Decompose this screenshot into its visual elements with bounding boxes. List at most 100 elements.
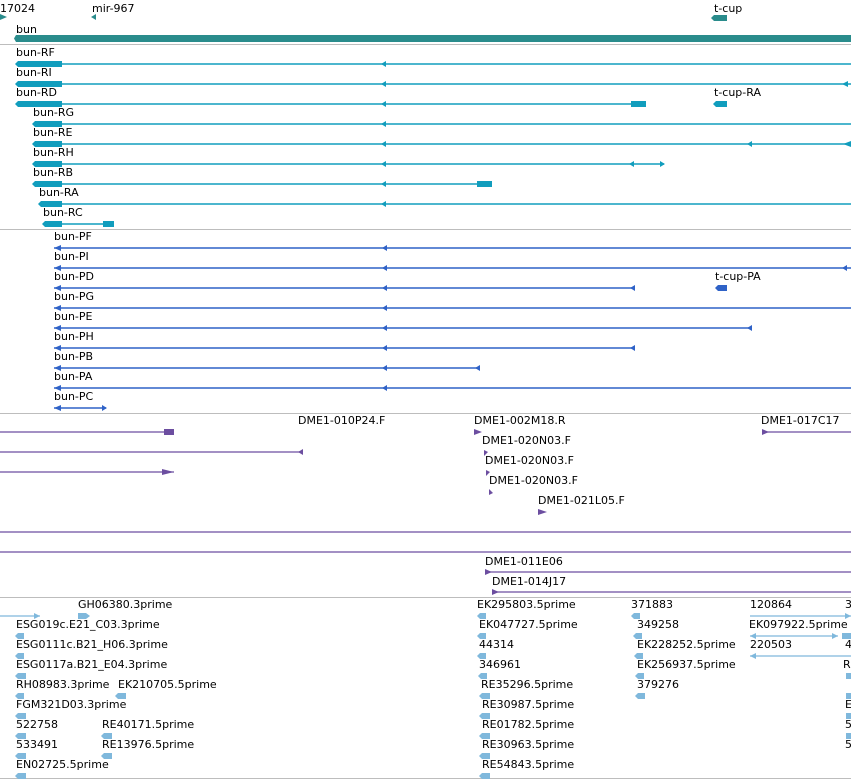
transcript-bun-RG[interactable]	[32, 121, 851, 127]
est-label-533491[interactable]: 533491	[16, 738, 58, 751]
est-label-220503[interactable]: 220503	[750, 638, 792, 651]
est-row-5[interactable]	[15, 693, 851, 699]
clone-label-DME1-010P24.F[interactable]: DME1-010P24.F	[298, 414, 386, 427]
est-label-ESG019c[interactable]: ESG019c.E21_C03.3prime	[16, 618, 160, 631]
est-label-edge-4[interactable]: 4	[845, 638, 851, 651]
protein-bun-PC[interactable]	[54, 405, 107, 411]
est-row-7[interactable]	[15, 733, 851, 739]
est-row-1[interactable]	[0, 613, 851, 619]
protein-bun-PB[interactable]	[54, 365, 480, 371]
est-label-RH08983.3prime[interactable]: RH08983.3prime	[16, 678, 110, 691]
est-label-RE54843.5prime[interactable]: RE54843.5prime	[482, 758, 575, 771]
clone-DME1-017C17-glyph[interactable]	[762, 429, 851, 435]
est-label-FGM321D03.3prime[interactable]: FGM321D03.3prime	[16, 698, 127, 711]
transcript-label-bun-RA[interactable]: bun-RA	[39, 186, 79, 199]
est-row-9[interactable]	[15, 773, 490, 779]
transcript-label-t-cup-RA[interactable]: t-cup-RA	[714, 86, 761, 99]
protein-label-bun-PH[interactable]: bun-PH	[54, 330, 94, 343]
clone-label-DME1-020N03.F[interactable]: DME1-020N03.F	[485, 454, 574, 467]
transcript-t-cup-RA[interactable]	[713, 101, 727, 107]
protein-bun-PI[interactable]	[54, 265, 851, 271]
transcript-bun-RF[interactable]	[15, 61, 851, 67]
est-label-RE30987.5prime[interactable]: RE30987.5prime	[482, 698, 575, 711]
gene-label-mir-967[interactable]: mir-967	[92, 2, 135, 15]
protein-label-bun-PI[interactable]: bun-PI	[54, 250, 89, 263]
est-label-349258[interactable]: 349258	[637, 618, 679, 631]
protein-label-bun-PE[interactable]: bun-PE	[54, 310, 93, 323]
clone-DME1-014J17-glyph[interactable]	[492, 589, 851, 595]
transcript-bun-RE[interactable]	[32, 141, 851, 147]
clone-left-b[interactable]	[0, 449, 303, 455]
protein-label-bun-PC[interactable]: bun-PC	[54, 390, 94, 403]
transcript-label-bun-RG[interactable]: bun-RG	[33, 106, 75, 119]
clone-left-a[interactable]	[0, 429, 174, 435]
protein-bun-PE[interactable]	[54, 325, 752, 331]
transcript-bun-RB[interactable]	[32, 181, 492, 187]
est-label-EK097922.5prime[interactable]: EK097922.5prime	[749, 618, 848, 631]
est-label-GH06380.3prime[interactable]: GH06380.3prime	[78, 598, 173, 611]
protein-label-bun-PA[interactable]: bun-PA	[54, 370, 93, 383]
est-label-EK047727.5prime[interactable]: EK047727.5prime	[479, 618, 578, 631]
protein-label-bun-PB[interactable]: bun-PB	[54, 350, 94, 363]
est-label-EK210705.5prime[interactable]: EK210705.5prime	[118, 678, 217, 691]
est-label-RE30963.5prime[interactable]: RE30963.5prime	[482, 738, 575, 751]
est-label-346961[interactable]: 346961	[479, 658, 521, 671]
est-label-edge-5a[interactable]: 5	[845, 718, 851, 731]
est-label-120864[interactable]: 120864	[750, 598, 792, 611]
transcript-label-bun-RI[interactable]: bun-RI	[16, 66, 52, 79]
clone-DME1-020N03-glyph-c[interactable]	[489, 489, 493, 495]
protein-t-cup-PA[interactable]	[715, 285, 727, 291]
protein-bun-PG[interactable]	[54, 305, 851, 311]
clone-DME1-002M18.R-glyph[interactable]	[474, 429, 482, 435]
est-label-44314[interactable]: 44314	[479, 638, 514, 651]
est-label-RE35296.5prime[interactable]: RE35296.5prime	[481, 678, 574, 691]
protein-label-t-cup-PA[interactable]: t-cup-PA	[715, 270, 761, 283]
protein-label-bun-PD[interactable]: bun-PD	[54, 270, 94, 283]
est-label-edge-5b[interactable]: 5	[845, 738, 851, 751]
gene-t-cup-glyph[interactable]	[711, 15, 727, 21]
gene-mir-967-glyph[interactable]	[91, 14, 96, 20]
est-row-8[interactable]	[15, 753, 490, 759]
protein-bun-PD[interactable]	[54, 285, 635, 291]
gene-label-bun[interactable]: bun	[16, 23, 37, 36]
clone-label-DME1-020N03.F[interactable]: DME1-020N03.F	[489, 474, 578, 487]
est-row-4[interactable]	[15, 673, 851, 679]
clone-DME1-020N03-glyph-b[interactable]	[486, 470, 490, 476]
clone-label-DME1-020N03.F[interactable]: DME1-020N03.F	[482, 434, 571, 447]
clone-label-DME1-002M18.R[interactable]: DME1-002M18.R	[474, 414, 566, 427]
est-label-522758[interactable]: 522758	[16, 718, 58, 731]
est-row-2[interactable]	[15, 633, 851, 639]
est-label-EN02725.5prime[interactable]: EN02725.5prime	[16, 758, 109, 771]
transcript-label-bun-RD[interactable]: bun-RD	[16, 86, 58, 99]
est-row-6[interactable]	[15, 713, 851, 719]
gene-bun-glyph[interactable]	[14, 35, 851, 42]
transcript-bun-RA[interactable]	[38, 201, 851, 207]
est-label-379276[interactable]: 379276	[637, 678, 679, 691]
clone-label-DME1-011E06[interactable]: DME1-011E06	[485, 555, 563, 568]
clone-DME1-011E06-glyph[interactable]	[485, 569, 851, 575]
est-label-edge-E[interactable]: E	[845, 698, 851, 711]
gene-label-t-cup[interactable]: t-cup	[714, 2, 743, 15]
clone-DME1-020N03-glyph-a[interactable]	[484, 450, 488, 456]
protein-bun-PF[interactable]	[54, 245, 851, 251]
clone-left-c[interactable]	[0, 469, 174, 475]
est-label-RE13976.5prime[interactable]: RE13976.5prime	[102, 738, 195, 751]
transcript-label-bun-RB[interactable]: bun-RB	[33, 166, 74, 179]
est-label-371883[interactable]: 371883	[631, 598, 673, 611]
transcript-label-bun-RH[interactable]: bun-RH	[33, 146, 74, 159]
gene-fragment-left[interactable]	[0, 14, 7, 20]
est-label-RE01782.5prime[interactable]: RE01782.5prime	[482, 718, 575, 731]
est-label-EK256937.5prime[interactable]: EK256937.5prime	[637, 658, 736, 671]
transcript-bun-RI[interactable]	[15, 81, 851, 87]
est-label-edge-R[interactable]: R	[843, 658, 851, 671]
est-row-3[interactable]	[15, 653, 851, 659]
transcript-label-bun-RF[interactable]: bun-RF	[16, 46, 55, 59]
transcript-bun-RC[interactable]	[42, 221, 114, 227]
protein-label-bun-PF[interactable]: bun-PF	[54, 230, 92, 243]
transcript-label-bun-RE[interactable]: bun-RE	[33, 126, 73, 139]
transcript-label-bun-RC[interactable]: bun-RC	[43, 206, 83, 219]
est-label-ESG0111c[interactable]: ESG0111c.B21_H06.3prime	[16, 638, 168, 651]
est-label-edge-3[interactable]: 3	[845, 598, 851, 611]
clone-label-DME1-021L05.F[interactable]: DME1-021L05.F	[538, 494, 625, 507]
clone-label-DME1-014J17[interactable]: DME1-014J17	[492, 575, 567, 588]
